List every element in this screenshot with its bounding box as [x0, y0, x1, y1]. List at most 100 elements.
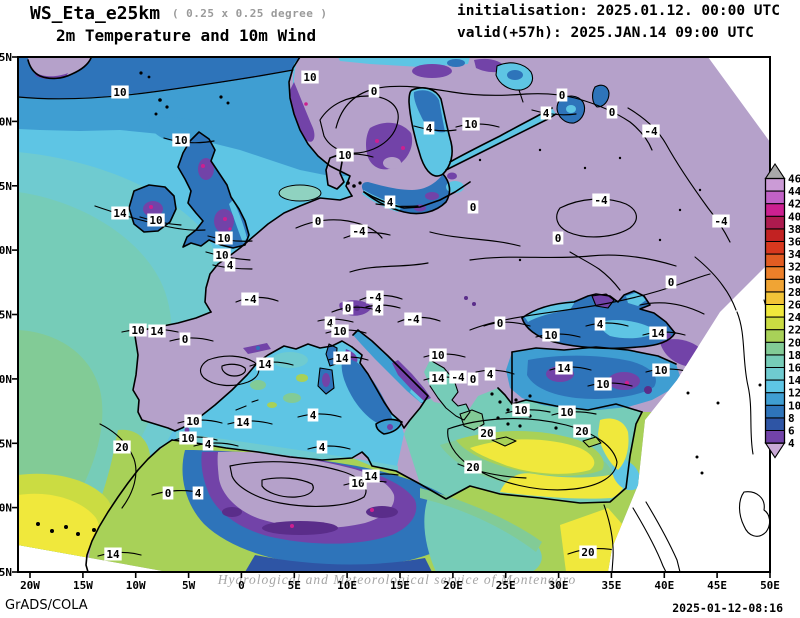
contour-label-box	[467, 372, 479, 386]
small-islands	[36, 71, 762, 536]
contour-label-box	[241, 292, 259, 306]
contour-label-box	[579, 545, 597, 559]
lat-label: 55N	[0, 180, 12, 193]
contour-label-box	[113, 440, 131, 454]
contour-label-box	[234, 415, 252, 429]
contour-label-box	[162, 486, 174, 500]
contour-label-box	[256, 357, 274, 371]
grads-credit: GrADS/COLA	[5, 598, 88, 613]
lon-label: 35E	[601, 579, 621, 592]
lon-label: 15W	[73, 579, 93, 592]
contour-label: 0	[497, 317, 504, 330]
contour-label-box	[573, 424, 591, 438]
colorbar-segment	[765, 380, 785, 393]
contour-label: 10	[596, 378, 609, 391]
contour-label: 4	[543, 107, 550, 120]
contour-label-box	[172, 133, 190, 147]
contour-label: 20	[466, 461, 479, 474]
contour-label-box	[362, 469, 380, 483]
contour-label-box	[368, 84, 380, 98]
contour-label-box	[404, 312, 422, 326]
colorbar-below-min-arrow	[764, 442, 786, 459]
contour-label: 4	[195, 487, 202, 500]
colorbar-segment	[765, 392, 785, 406]
colorbar-segment	[765, 191, 785, 204]
colorbar-segment	[765, 317, 785, 330]
contour-label-box	[301, 70, 319, 84]
contour-label-box	[202, 437, 214, 451]
contour-label-box	[111, 85, 129, 99]
contour-label: 4	[310, 409, 317, 422]
valid-time: valid(+57h): 2025.JAN.14 09:00 UTC	[457, 25, 754, 41]
contour-label-box	[649, 326, 667, 340]
contour-label-box	[224, 258, 236, 272]
contour-label-box	[215, 231, 233, 245]
contour-label: 4	[205, 438, 212, 451]
contour-label: 14	[106, 548, 120, 561]
contour-label: 14	[150, 325, 164, 338]
contour-label: -4	[451, 371, 465, 384]
contour-label-box	[606, 105, 618, 119]
contour-label: 14	[236, 416, 250, 429]
med-islands	[318, 344, 402, 434]
contour-label: -4	[644, 125, 658, 138]
contour-label: 14	[335, 352, 349, 365]
contour-label-box	[512, 403, 530, 417]
colorbar-segment	[765, 430, 785, 444]
contour-label: 4	[487, 368, 494, 381]
colorbar-tick-label: 30	[788, 273, 800, 286]
contour-label: -4	[368, 291, 382, 304]
contour-label-box	[179, 431, 197, 445]
contour-label: 0	[371, 85, 378, 98]
contour-label-box	[494, 316, 506, 330]
colorbar-tick-label: 22	[788, 324, 800, 337]
longitude-axis: 20W 15W 10W 5W 0 5E 10E 15E 20E 25E 30E 35E 40E 45E 50…	[20, 572, 780, 592]
contour-label: 4	[227, 259, 234, 272]
colorbar-tick-label: 44	[788, 185, 800, 198]
lat-label: 35N	[0, 437, 12, 450]
lat-label: 65N	[0, 51, 12, 64]
contour-label-box	[192, 486, 204, 500]
contour-label-box	[350, 224, 368, 238]
contour-label: 4	[327, 317, 334, 330]
lon-label: 20E	[443, 579, 463, 592]
contour-label: 4	[597, 318, 604, 331]
contour-label-box	[213, 248, 231, 262]
colorbar-segment	[765, 367, 785, 381]
colorbar-segment	[765, 178, 785, 192]
colorbar-tick-label: 42	[788, 198, 800, 211]
colorbar-segment	[765, 417, 785, 431]
contour-label-box	[336, 148, 354, 162]
colorbar-segment	[765, 291, 785, 305]
colorbar-tick-label: 12	[788, 387, 800, 400]
contour-label-box	[449, 370, 467, 384]
contour-label-box	[384, 195, 396, 209]
contour-label: 14	[431, 372, 445, 385]
contour-label-box	[467, 200, 479, 214]
colorbar-tick-label: 36	[788, 236, 800, 249]
lat-label: 25N	[0, 566, 12, 579]
contour-label-box	[184, 414, 202, 428]
colorbar-tick-label: 16	[788, 362, 800, 375]
colorbar-segment	[765, 228, 785, 242]
contour-label: 10	[514, 404, 527, 417]
colorbar-segment	[765, 304, 785, 318]
contour-label-box	[558, 405, 576, 419]
contour-label-box	[104, 547, 122, 561]
lat-label: 50N	[0, 244, 12, 257]
contour-label-box	[464, 460, 482, 474]
colorbar-segment	[765, 254, 785, 267]
colorbar-tick-label: 6	[788, 425, 795, 438]
north-africa	[86, 412, 700, 572]
contour-label-box	[342, 301, 354, 315]
contour-label: 10	[654, 364, 667, 377]
colorbar-tick-label: 14	[788, 374, 800, 387]
colorbar-segment	[765, 405, 785, 418]
contour-label-box	[594, 317, 606, 331]
contour-label: 20	[480, 427, 493, 440]
lon-label: 30E	[549, 579, 569, 592]
contour-label-box	[556, 88, 568, 102]
lat-label: 40N	[0, 373, 12, 386]
colorbar-tick-label: 20	[788, 336, 800, 349]
temperature-colorbar: 4644424038363432302826242220181614121086…	[764, 162, 800, 459]
